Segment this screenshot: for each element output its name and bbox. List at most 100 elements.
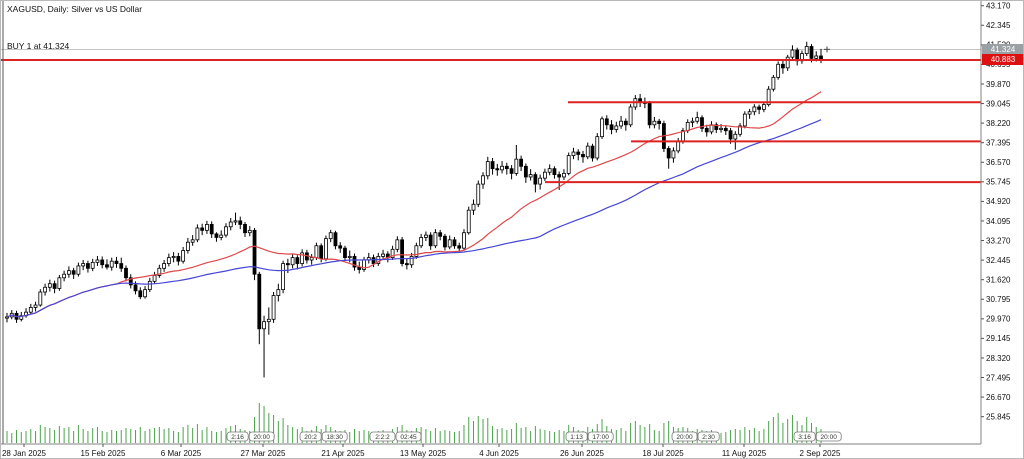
candle-bearish (133, 284, 138, 292)
time-tag-pill (369, 431, 396, 442)
candle-bearish (443, 235, 447, 248)
price-tick-label: 26.670 (986, 393, 1011, 402)
candle-bullish (419, 237, 424, 247)
candle-bearish (114, 260, 119, 264)
candle-bullish (57, 277, 62, 289)
candle-bullish (676, 140, 681, 152)
candle-bearish (100, 259, 105, 266)
candle-bearish (647, 103, 652, 126)
time-tag-text: 02:45 (400, 434, 417, 441)
time-tag-pill (299, 431, 322, 442)
candle-bullish (81, 263, 86, 267)
candle-bullish (247, 229, 252, 234)
candle-bullish (766, 88, 771, 106)
candle-bullish (381, 253, 385, 257)
candle-bullish (585, 145, 590, 158)
candle-bearish (119, 263, 124, 269)
price-tick-label: 37.395 (986, 138, 1011, 147)
candle-bullish (614, 125, 619, 130)
date-label: 21 Apr 2025 (321, 449, 365, 458)
date-label: 15 Feb 2025 (81, 449, 126, 458)
candle-bearish (452, 239, 457, 247)
candle-bearish (252, 229, 257, 275)
candle-bullish (95, 259, 100, 263)
candle-bearish (209, 224, 214, 235)
time-tag-pill (697, 431, 720, 442)
candle-bullish (790, 49, 795, 58)
candle-bearish (495, 168, 500, 171)
time-tag-text: 20:00 (676, 434, 693, 441)
date-label: 13 May 2025 (400, 449, 447, 458)
candle-bearish (200, 227, 205, 231)
candle-bearish (338, 245, 343, 249)
candle-bullish (752, 106, 757, 113)
time-tag-text: 18:30 (327, 434, 344, 441)
candle-bullish (814, 55, 819, 59)
candle-bullish (166, 257, 171, 264)
candle-bullish (152, 275, 157, 282)
candle-bullish (328, 232, 333, 240)
candle-bullish (162, 263, 166, 269)
candle-bullish (33, 304, 38, 308)
candle-bullish (300, 252, 305, 264)
candle-bullish (538, 177, 543, 185)
candle-bullish (76, 265, 81, 275)
candle-bullish (347, 256, 352, 259)
candle-bullish (424, 234, 428, 238)
candle-bullish (566, 155, 571, 174)
candle-bullish (619, 120, 623, 127)
candle-bearish (404, 263, 409, 266)
candle-bearish (138, 290, 143, 298)
candle-bullish (228, 221, 233, 228)
last-price-marker (824, 46, 830, 53)
candle-bearish (52, 283, 57, 289)
price-tick-label: 36.570 (986, 158, 1011, 167)
candle-bearish (428, 234, 433, 247)
candle-bullish (628, 106, 633, 126)
price-tick-label: 27.495 (986, 373, 1011, 382)
time-tag-pill (226, 431, 249, 442)
order-price-axis-badge: 41.324 (982, 43, 1023, 55)
candle-bullish (528, 174, 533, 178)
candle-bullish (5, 316, 9, 319)
time-tag-text: 1:13 (570, 434, 583, 441)
candle-bearish (714, 124, 719, 130)
candle-bullish (395, 239, 400, 250)
candle-bullish (262, 321, 266, 330)
candle-bullish (233, 220, 238, 223)
candle-bearish (490, 161, 495, 170)
candle-bullish (266, 318, 271, 323)
time-tag-pill (793, 431, 816, 442)
time-tag-pill (248, 431, 275, 442)
time-tag-text: 20:00 (821, 434, 838, 441)
candle-bullish (804, 46, 809, 55)
time-tag-text: 17:00 (593, 434, 610, 441)
candle-bullish (90, 261, 95, 269)
candle-bullish (476, 183, 481, 205)
date-axis[interactable]: 28 Jan 2025 15 Feb 2025 6 Mar 2025 27 Mar 2… (2, 444, 841, 458)
candle-bullish (500, 165, 504, 171)
candle-bullish (481, 175, 485, 185)
candle-bearish (623, 120, 628, 126)
time-tag-text: 2:16 (231, 434, 244, 441)
time-tag-text: 20:2 (304, 434, 317, 441)
candle-bullish (38, 291, 43, 306)
price-tick-label: 43.170 (986, 2, 1011, 11)
candle-bearish (557, 174, 562, 178)
candle-bullish (690, 120, 695, 123)
candle-bearish (295, 257, 300, 264)
candle-bullish (66, 270, 71, 275)
candle-bullish (309, 257, 314, 261)
candle-bullish (747, 111, 752, 115)
price-tick-label: 34.920 (986, 197, 1011, 206)
candle-bearish (86, 263, 90, 269)
candle-bullish (771, 76, 776, 90)
candle-bullish (281, 263, 285, 291)
time-tag-pill (565, 431, 588, 442)
candle-bullish (485, 161, 490, 177)
candle-bullish (466, 209, 471, 234)
candle-bearish (176, 256, 181, 262)
candle-bullish (185, 241, 190, 251)
